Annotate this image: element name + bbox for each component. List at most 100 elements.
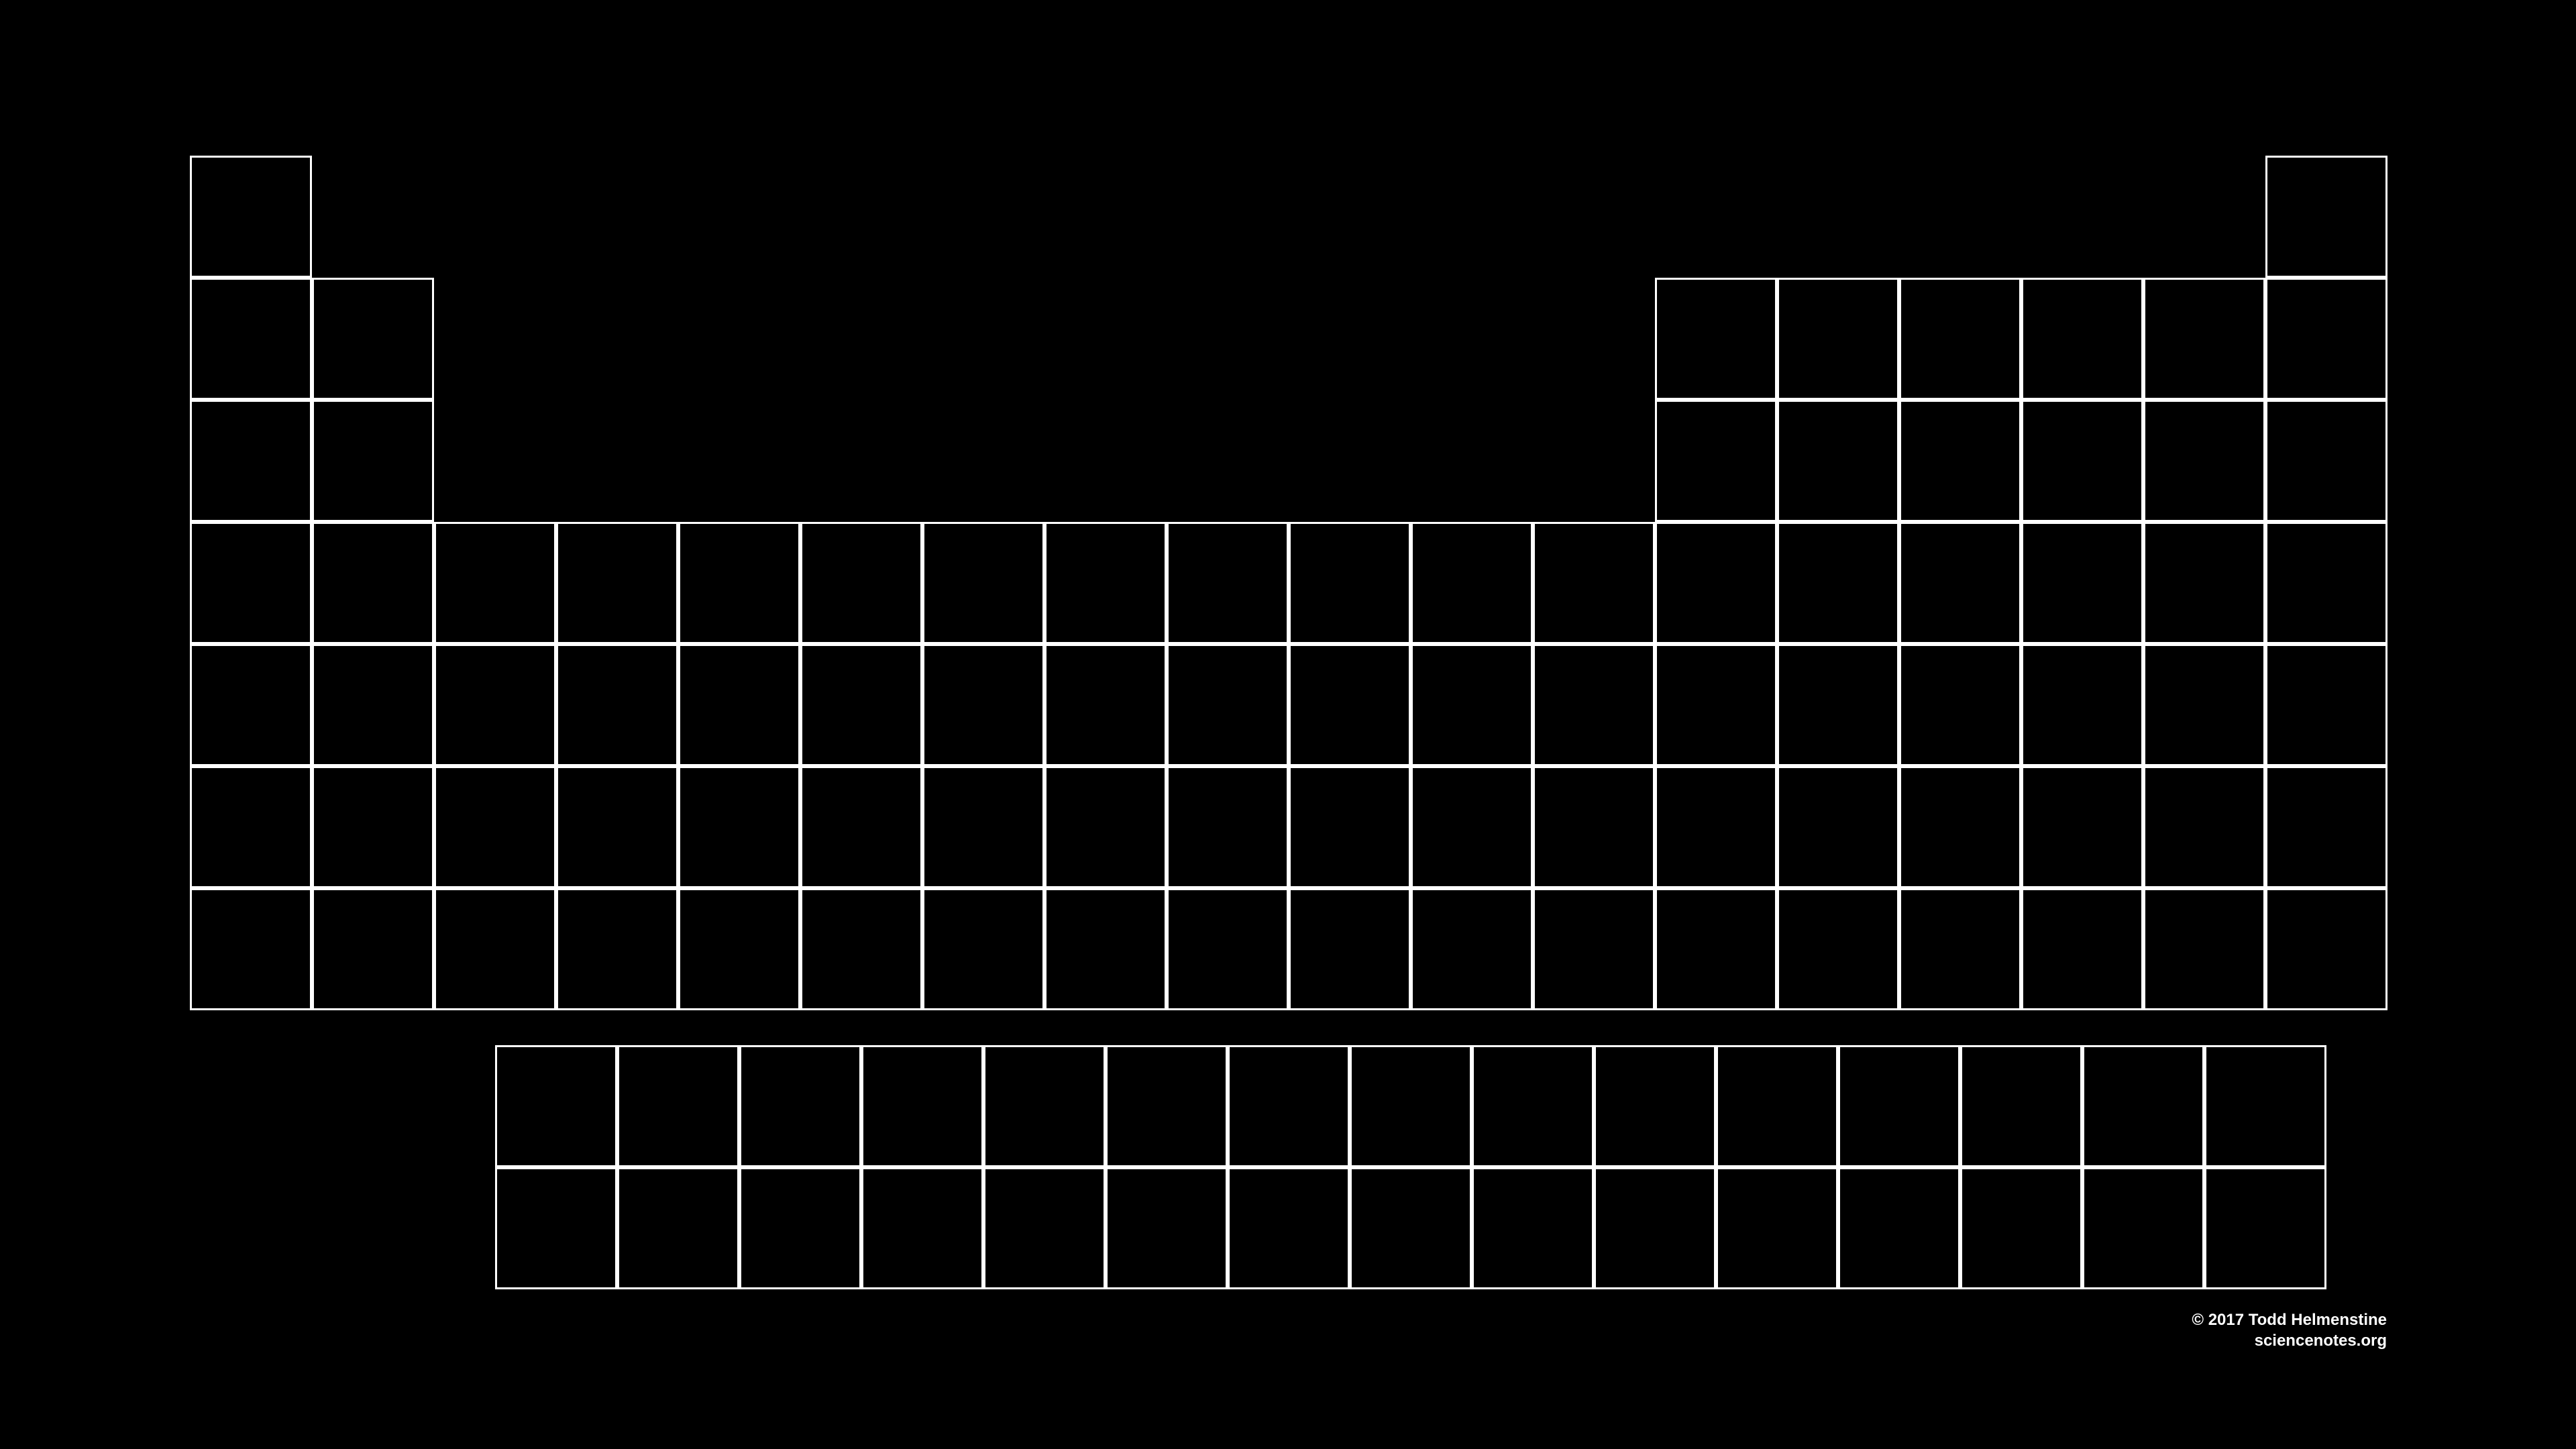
main-cell bbox=[922, 766, 1044, 888]
main-cell bbox=[800, 888, 922, 1010]
main-cell bbox=[1655, 278, 1777, 400]
fblock-cell bbox=[2082, 1045, 2204, 1167]
main-cell bbox=[1411, 644, 1533, 766]
fblock-cell bbox=[1838, 1167, 1960, 1289]
main-cell bbox=[190, 888, 312, 1010]
fblock-cell bbox=[983, 1167, 1106, 1289]
main-cell bbox=[312, 400, 434, 522]
main-cell bbox=[922, 888, 1044, 1010]
main-cell bbox=[1655, 400, 1777, 522]
main-cell bbox=[2021, 766, 2143, 888]
main-cell bbox=[1899, 644, 2021, 766]
fblock-cell bbox=[1960, 1167, 2082, 1289]
main-cell bbox=[2265, 888, 2387, 1010]
fblock-cell bbox=[1228, 1045, 1350, 1167]
main-cell bbox=[1411, 766, 1533, 888]
main-cell bbox=[2143, 522, 2265, 644]
fblock-cell bbox=[1106, 1167, 1228, 1289]
main-cell bbox=[1533, 644, 1655, 766]
main-cell bbox=[2265, 278, 2387, 400]
main-cell bbox=[190, 278, 312, 400]
main-cell bbox=[556, 644, 678, 766]
main-cell bbox=[190, 644, 312, 766]
main-cell bbox=[800, 522, 922, 644]
fblock-cell bbox=[1350, 1045, 1472, 1167]
main-cell bbox=[1777, 888, 1899, 1010]
main-cell bbox=[1655, 644, 1777, 766]
main-cell bbox=[678, 644, 800, 766]
fblock-cell bbox=[617, 1045, 739, 1167]
fblock-cell bbox=[739, 1167, 861, 1289]
main-cell bbox=[1533, 888, 1655, 1010]
main-cell bbox=[1044, 644, 1167, 766]
main-cell bbox=[2021, 644, 2143, 766]
main-cell bbox=[1289, 766, 1411, 888]
main-cell bbox=[556, 766, 678, 888]
main-cell bbox=[2021, 888, 2143, 1010]
main-cell bbox=[1167, 766, 1289, 888]
main-cell bbox=[1289, 888, 1411, 1010]
fblock-cell bbox=[617, 1167, 739, 1289]
credit-line-1: © 2017 Todd Helmenstine bbox=[2192, 1309, 2387, 1330]
main-cell bbox=[2143, 278, 2265, 400]
main-cell bbox=[2143, 644, 2265, 766]
main-cell bbox=[1044, 766, 1167, 888]
main-cell bbox=[678, 888, 800, 1010]
fblock-cell bbox=[861, 1045, 983, 1167]
main-cell bbox=[434, 888, 556, 1010]
fblock-cell bbox=[2204, 1045, 2326, 1167]
main-cell bbox=[1777, 278, 1899, 400]
main-cell bbox=[1533, 522, 1655, 644]
fblock-cell bbox=[1472, 1045, 1594, 1167]
main-cell bbox=[2265, 522, 2387, 644]
fblock-cell bbox=[2204, 1167, 2326, 1289]
main-cell bbox=[1655, 888, 1777, 1010]
main-cell bbox=[1411, 522, 1533, 644]
main-cell bbox=[1655, 766, 1777, 888]
main-cell bbox=[678, 522, 800, 644]
main-cell bbox=[922, 644, 1044, 766]
main-cell bbox=[2021, 522, 2143, 644]
main-cell bbox=[1899, 766, 2021, 888]
main-cell bbox=[1289, 644, 1411, 766]
main-cell bbox=[1044, 888, 1167, 1010]
fblock-cell bbox=[739, 1045, 861, 1167]
main-cell bbox=[1777, 400, 1899, 522]
main-cell bbox=[1044, 522, 1167, 644]
main-cell bbox=[1899, 400, 2021, 522]
main-cell bbox=[1289, 522, 1411, 644]
fblock-cell bbox=[1716, 1167, 1838, 1289]
fblock-cell bbox=[2082, 1167, 2204, 1289]
main-cell bbox=[190, 766, 312, 888]
fblock-cell bbox=[1350, 1167, 1472, 1289]
fblock-cell bbox=[1228, 1167, 1350, 1289]
main-cell bbox=[190, 400, 312, 522]
fblock-cell bbox=[1594, 1045, 1716, 1167]
main-cell bbox=[312, 644, 434, 766]
main-cell bbox=[1655, 522, 1777, 644]
main-cell bbox=[922, 522, 1044, 644]
main-cell bbox=[2143, 888, 2265, 1010]
main-cell bbox=[800, 644, 922, 766]
main-cell bbox=[434, 766, 556, 888]
main-cell bbox=[190, 156, 312, 278]
fblock-cell bbox=[1472, 1167, 1594, 1289]
fblock-cell bbox=[1838, 1045, 1960, 1167]
fblock-cell bbox=[1960, 1045, 2082, 1167]
fblock-cell bbox=[1594, 1167, 1716, 1289]
credit-text: © 2017 Todd Helmenstine sciencenotes.org bbox=[2192, 1309, 2387, 1351]
main-cell bbox=[1411, 888, 1533, 1010]
main-cell bbox=[2143, 766, 2265, 888]
main-cell bbox=[190, 522, 312, 644]
main-cell bbox=[1167, 888, 1289, 1010]
main-cell bbox=[1899, 522, 2021, 644]
main-cell bbox=[434, 644, 556, 766]
main-cell bbox=[800, 766, 922, 888]
fblock-cell bbox=[495, 1045, 617, 1167]
main-cell bbox=[678, 766, 800, 888]
main-cell bbox=[312, 888, 434, 1010]
main-cell bbox=[1533, 766, 1655, 888]
main-cell bbox=[312, 278, 434, 400]
main-cell bbox=[2021, 400, 2143, 522]
credit-line-2: sciencenotes.org bbox=[2192, 1330, 2387, 1351]
